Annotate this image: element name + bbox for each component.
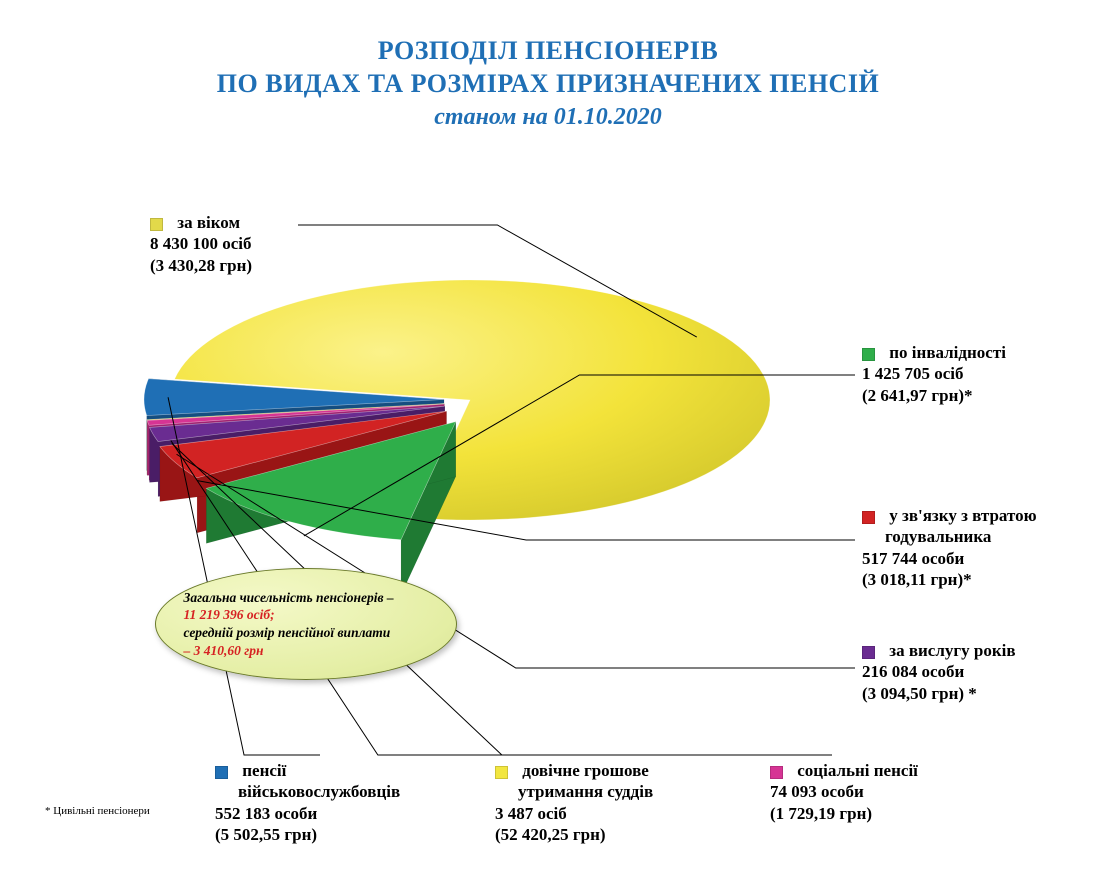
label-title2: годувальника xyxy=(885,527,991,546)
pie-svg xyxy=(0,0,1096,879)
slice-label-social: соціальні пенсії 74 093 особи (1 729,19 … xyxy=(770,760,918,824)
label-persons: 216 084 особи xyxy=(862,662,964,681)
swatch-breadwinner-loss xyxy=(862,511,875,524)
slice-label-disability: по інвалідності 1 425 705 осіб (2 641,97… xyxy=(862,342,1006,406)
swatch-by-age xyxy=(150,218,163,231)
swatch-judges xyxy=(495,766,508,779)
swatch-military xyxy=(215,766,228,779)
summary-line2-black: середній розмір пенсійної виплати xyxy=(184,625,391,640)
label-title: за вислугу років xyxy=(889,641,1015,660)
label-amount: (3 430,28 грн) xyxy=(150,256,252,275)
summary-line2-red: – 3 410,60 грн xyxy=(184,643,264,658)
label-amount: (3 094,50 грн) * xyxy=(862,684,977,703)
pie-chart xyxy=(0,0,1096,879)
slice-label-breadwinner-loss: у зв'язку з втратою годувальника 517 744… xyxy=(862,505,1037,590)
label-persons: 1 425 705 осіб xyxy=(862,364,964,383)
summary-bubble: Загальна чисельність пенсіонерів – 11 21… xyxy=(155,568,457,680)
slice-label-by-age: за віком 8 430 100 осіб (3 430,28 грн) xyxy=(150,212,252,276)
swatch-social xyxy=(770,766,783,779)
summary-text: Загальна чисельність пенсіонерів – 11 21… xyxy=(184,589,429,659)
label-amount: (5 502,55 грн) xyxy=(215,825,317,844)
slice-label-judges: довічне грошове утримання суддів 3 487 о… xyxy=(495,760,653,845)
label-persons: 3 487 осіб xyxy=(495,804,567,823)
label-amount: (1 729,19 грн) xyxy=(770,804,872,823)
summary-line1-black: Загальна чисельність пенсіонерів – xyxy=(184,590,394,605)
label-persons: 74 093 особи xyxy=(770,782,864,801)
label-title: по інвалідності xyxy=(889,343,1006,362)
label-persons: 8 430 100 осіб xyxy=(150,234,252,253)
label-title: соціальні пенсії xyxy=(797,761,918,780)
label-title2: утримання суддів xyxy=(518,782,653,801)
label-title2: військовослужбовців xyxy=(238,782,400,801)
slice-label-long-service: за вислугу років 216 084 особи (3 094,50… xyxy=(862,640,1016,704)
swatch-disability xyxy=(862,348,875,361)
label-amount: (52 420,25 грн) xyxy=(495,825,606,844)
label-persons: 517 744 особи xyxy=(862,549,964,568)
label-title: за віком xyxy=(177,213,240,232)
label-title: довічне грошове xyxy=(522,761,649,780)
summary-line1-red: 11 219 396 осіб; xyxy=(184,607,275,622)
footnote: * Цивільні пенсіонери xyxy=(45,805,150,817)
swatch-long-service xyxy=(862,646,875,659)
slice-label-military: пенсії військовослужбовців 552 183 особи… xyxy=(215,760,400,845)
label-amount: (3 018,11 грн)* xyxy=(862,570,972,589)
label-title: у зв'язку з втратою xyxy=(889,506,1036,525)
label-title: пенсії xyxy=(242,761,286,780)
label-persons: 552 183 особи xyxy=(215,804,317,823)
label-amount: (2 641,97 грн)* xyxy=(862,386,973,405)
